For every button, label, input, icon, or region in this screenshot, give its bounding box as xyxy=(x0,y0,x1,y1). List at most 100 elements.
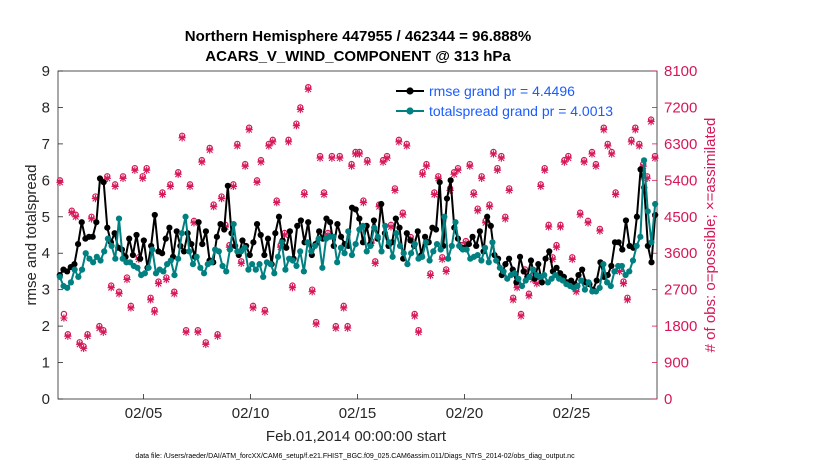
obs-assimilated-marker xyxy=(249,304,257,312)
obs-assimilated-marker xyxy=(450,170,458,178)
obs-assimilated-marker xyxy=(351,150,360,158)
obs-assimilated-marker xyxy=(328,154,336,162)
totalspread-point xyxy=(374,233,381,240)
rmse-point xyxy=(327,219,334,226)
totalspread-point xyxy=(274,253,282,260)
obs-assimilated-marker xyxy=(296,105,304,114)
totalspread-point xyxy=(330,233,337,240)
obs-assimilated-marker xyxy=(210,203,218,211)
rmse-point xyxy=(158,250,166,257)
totalspread-point xyxy=(422,239,430,246)
totalspread-point xyxy=(478,257,485,264)
obs-assimilated-marker xyxy=(213,332,222,340)
rmse-point xyxy=(188,241,195,248)
obs-assimilated-marker xyxy=(493,166,502,174)
rmse-point xyxy=(202,228,210,235)
rmse-point xyxy=(213,233,220,240)
obs-assimilated-marker xyxy=(245,126,253,134)
totalspread-point xyxy=(382,222,389,229)
totalspread-point xyxy=(629,257,637,264)
obs-assimilated-marker xyxy=(454,166,462,174)
rmse-point xyxy=(129,251,136,259)
totalspread-point xyxy=(308,248,315,255)
totalspread-point xyxy=(101,248,108,255)
rmse-point xyxy=(648,259,655,266)
totalspread-point xyxy=(141,270,148,277)
totalspread-point xyxy=(411,241,418,248)
rmse-point xyxy=(403,230,410,237)
y-tick-label: 9 xyxy=(42,63,50,80)
obs-assimilated-marker xyxy=(623,296,632,304)
obs-assimilated-marker xyxy=(166,182,174,191)
rmse-point xyxy=(305,219,312,226)
obs-assimilated-marker xyxy=(198,158,206,166)
totalspread-point xyxy=(433,241,441,248)
totalspread-point xyxy=(345,228,352,235)
totalspread-point xyxy=(90,259,97,266)
totalspread-point xyxy=(363,248,370,255)
rmse-point xyxy=(104,224,111,231)
obs-assimilated-marker xyxy=(131,166,139,174)
totalspread-point xyxy=(489,239,496,246)
obs-assimilated-marker xyxy=(229,182,238,191)
rmse-point xyxy=(126,235,133,242)
totalspread-point xyxy=(249,261,256,268)
obs-assimilated-marker xyxy=(631,126,639,134)
rmse-point xyxy=(527,257,535,264)
totalspread-point xyxy=(193,253,200,260)
totalspread-point xyxy=(511,270,518,277)
obs-assimilated-marker xyxy=(584,219,592,227)
obs-assimilated-marker xyxy=(576,211,584,219)
totalspread-point xyxy=(115,215,123,222)
totalspread-point xyxy=(315,235,322,242)
totalspread-point xyxy=(67,279,75,286)
totalspread-point xyxy=(208,259,215,266)
y-right-tick-label: 4500 xyxy=(664,209,697,226)
totalspread-point xyxy=(319,264,326,271)
obs-assimilated-marker xyxy=(513,284,521,292)
obs-assimilated-marker xyxy=(619,279,628,288)
rmse-point xyxy=(407,237,414,244)
obs-assimilated-marker xyxy=(233,142,241,150)
totalspread-point xyxy=(160,268,167,275)
obs-assimilated-marker xyxy=(143,166,151,174)
totalspread-point xyxy=(633,242,640,250)
totalspread-point xyxy=(400,250,407,257)
x-tick-label: 02/20 xyxy=(446,405,484,422)
obs-assimilated-marker xyxy=(556,223,565,231)
totalspread-point xyxy=(215,248,222,255)
obs-assimilated-marker xyxy=(150,308,159,316)
totalspread-point xyxy=(267,261,274,268)
rmse-point xyxy=(224,182,231,189)
totalspread-point xyxy=(640,157,648,164)
obs-assimilated-marker xyxy=(371,259,379,267)
obs-assimilated-marker xyxy=(91,194,100,203)
obs-assimilated-marker xyxy=(95,324,104,332)
totalspread-point xyxy=(282,266,289,273)
totalspread-point xyxy=(530,266,537,273)
obs-assimilated-marker xyxy=(60,314,68,322)
totalspread-point xyxy=(271,270,278,277)
rmse-point xyxy=(487,222,494,229)
totalspread-point xyxy=(334,259,341,266)
y-right-tick-label: 8100 xyxy=(664,63,697,80)
obs-assimilated-marker xyxy=(261,308,269,316)
rmse-point xyxy=(221,226,228,233)
rmse-point xyxy=(264,235,272,242)
rmse-point xyxy=(173,228,180,235)
obs-assimilated-marker xyxy=(127,304,135,312)
obs-assimilated-marker xyxy=(312,320,320,328)
rmse-point xyxy=(535,261,542,268)
y-right-tick-label: 7200 xyxy=(664,99,697,116)
rmse-point xyxy=(392,215,399,222)
totalspread-point xyxy=(426,257,433,264)
rmse-point xyxy=(133,231,140,239)
totalspread-point xyxy=(223,268,230,275)
totalspread-point xyxy=(485,259,492,266)
y-tick-label: 0 xyxy=(42,391,50,408)
y-tick-label: 2 xyxy=(42,318,50,335)
obs-assimilated-marker xyxy=(162,275,171,284)
y-axis-label: rmse and totalspread xyxy=(23,165,40,306)
totalspread-point xyxy=(56,273,63,281)
